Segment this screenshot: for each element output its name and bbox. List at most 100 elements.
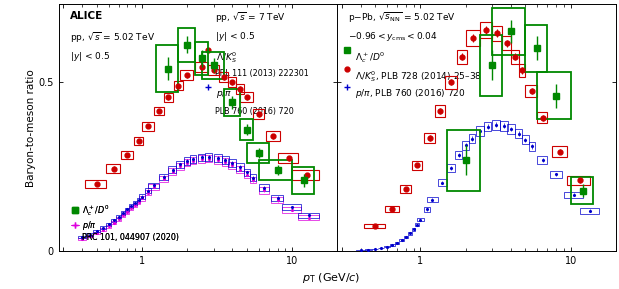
Text: PRL 111 (2013) 222301: PRL 111 (2013) 222301 [215, 68, 308, 77]
Bar [365, 249, 372, 250]
Bar [412, 228, 415, 231]
Bar [134, 137, 143, 145]
Bar [214, 156, 222, 164]
Bar [250, 174, 256, 181]
Bar [568, 176, 591, 185]
Bar [129, 204, 133, 208]
Text: pp, $\sqrt{s}$ = 7 TeV: pp, $\sqrt{s}$ = 7 TeV [215, 10, 285, 25]
Bar [142, 122, 154, 131]
Bar [133, 203, 137, 207]
Bar [537, 112, 547, 123]
Bar [180, 70, 193, 81]
Bar [228, 77, 236, 87]
Bar [93, 232, 100, 234]
Bar [78, 236, 86, 238]
Bar [154, 107, 164, 115]
Bar [277, 153, 298, 163]
Bar [190, 155, 196, 163]
Bar [400, 185, 412, 192]
Bar [176, 161, 184, 168]
Text: $|y|$ < 0.5: $|y|$ < 0.5 [70, 50, 110, 63]
Bar [247, 143, 269, 163]
Bar [564, 192, 582, 198]
Bar [438, 179, 447, 186]
Bar [395, 242, 399, 244]
Bar [522, 135, 529, 144]
Bar [253, 109, 264, 119]
Bar [259, 187, 269, 194]
Bar [298, 212, 319, 218]
Bar [100, 228, 106, 231]
Bar [364, 224, 385, 228]
Bar [208, 65, 219, 75]
Bar [125, 210, 129, 214]
Bar [507, 124, 515, 134]
Text: $|y|$ < 0.5: $|y|$ < 0.5 [215, 30, 255, 43]
Bar [266, 131, 280, 141]
Bar [159, 176, 168, 182]
Bar [435, 105, 444, 117]
Bar [259, 184, 269, 191]
Bar [250, 177, 256, 184]
Bar [139, 196, 145, 201]
Bar [444, 76, 457, 89]
Bar [228, 162, 236, 169]
Bar [111, 221, 116, 224]
Legend: $\Lambda_c^+/D^0$, $p/\pi$, PRC 101, 044907 (2020): $\Lambda_c^+/D^0$, $p/\pi$, PRC 101, 044… [71, 203, 180, 242]
Bar [385, 206, 399, 212]
Bar [357, 250, 365, 251]
Bar [292, 167, 314, 194]
Bar [145, 188, 151, 193]
Bar [412, 161, 422, 170]
Bar [480, 22, 492, 38]
Text: $\Lambda/K_S^0$, PLB 728 (2014) 25–38: $\Lambda/K_S^0$, PLB 728 (2014) 25–38 [355, 68, 482, 84]
Bar [168, 168, 176, 175]
Bar [206, 155, 212, 162]
Bar [390, 244, 395, 246]
Bar [86, 235, 93, 237]
Bar [106, 164, 121, 173]
Bar [571, 177, 592, 204]
Text: $p/\pi$: $p/\pi$ [216, 87, 233, 100]
Bar [423, 207, 430, 212]
Bar [529, 142, 535, 151]
Bar [552, 147, 568, 157]
Bar [137, 198, 141, 202]
Bar [137, 200, 141, 204]
Bar [282, 204, 301, 210]
Bar [164, 93, 173, 102]
Bar [502, 36, 511, 50]
Bar [116, 215, 121, 218]
Bar [85, 180, 106, 188]
Bar [240, 119, 253, 140]
Bar [298, 215, 319, 220]
Bar [282, 207, 301, 213]
Bar [223, 89, 240, 116]
Bar [492, 120, 500, 129]
Bar [404, 236, 408, 238]
Bar [106, 223, 111, 226]
Bar [462, 141, 469, 150]
Bar [455, 151, 462, 159]
Bar [176, 163, 184, 170]
Bar [526, 25, 547, 72]
Bar [168, 166, 176, 173]
Bar [86, 234, 93, 236]
Bar [202, 52, 223, 79]
Bar [457, 50, 467, 64]
Bar [469, 134, 475, 143]
Bar [480, 35, 502, 96]
Bar [243, 169, 250, 176]
Bar [133, 201, 137, 205]
Bar [197, 154, 206, 161]
Bar [408, 232, 412, 235]
Bar [515, 129, 522, 138]
Bar [511, 50, 519, 64]
Bar [184, 159, 190, 166]
Bar [190, 157, 196, 164]
Bar [139, 194, 145, 199]
Bar [206, 153, 212, 161]
Bar [116, 217, 121, 221]
Bar [271, 197, 284, 203]
Bar [121, 211, 125, 214]
